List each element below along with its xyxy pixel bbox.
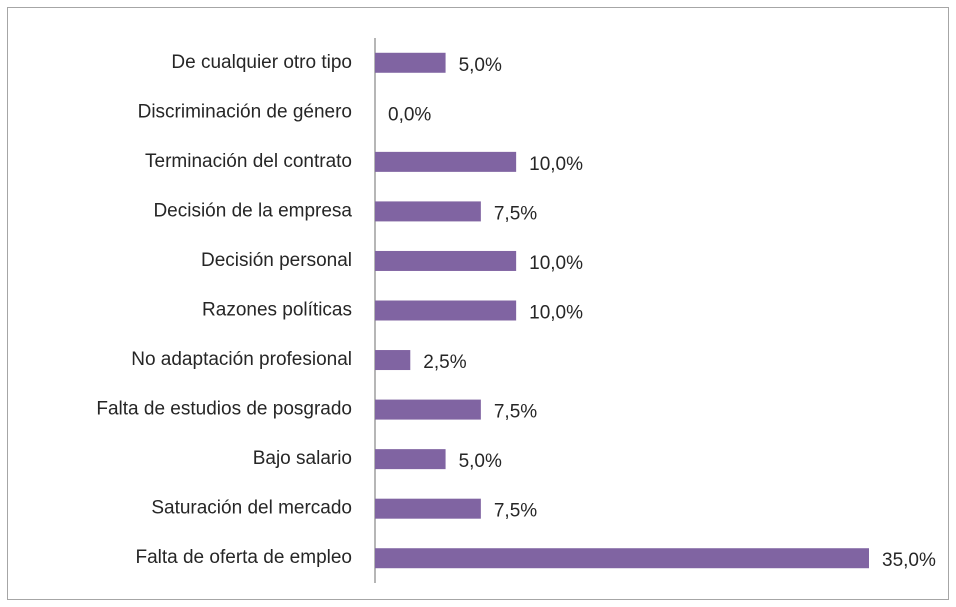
bar	[375, 250, 517, 271]
y-tick-label: No adaptación profesional	[131, 349, 352, 370]
y-tick-label: Bajo salario	[253, 448, 352, 469]
bar	[375, 151, 517, 172]
bar	[375, 201, 481, 222]
data-label: 5,0%	[459, 55, 502, 76]
data-label: 7,5%	[494, 402, 537, 423]
y-tick-label: Falta de estudios de posgrado	[96, 399, 352, 420]
y-tick-label: De cualquier otro tipo	[171, 52, 352, 73]
y-tick-label: Decisión de la empresa	[153, 200, 352, 221]
y-tick-label: Falta de oferta de empleo	[135, 547, 352, 568]
data-label: 35,0%	[882, 550, 936, 571]
bar	[375, 399, 481, 420]
data-label: 2,5%	[423, 352, 466, 373]
y-tick-label: Razones políticas	[202, 300, 352, 321]
data-label: 7,5%	[494, 203, 537, 224]
y-tick-label: Decisión personal	[201, 250, 352, 271]
bar	[375, 498, 481, 519]
data-label: 5,0%	[459, 451, 502, 472]
bar	[375, 52, 446, 73]
data-label: 10,0%	[529, 154, 583, 175]
data-label: 7,5%	[494, 501, 537, 522]
y-tick-label: Discriminación de género	[138, 101, 352, 122]
bar	[375, 300, 517, 321]
bar	[375, 350, 411, 371]
y-tick-label: Terminación del contrato	[145, 151, 352, 172]
bar	[375, 548, 869, 569]
y-tick-label: Saturación del mercado	[151, 498, 352, 519]
data-label: 10,0%	[529, 303, 583, 324]
bar	[375, 449, 446, 470]
data-label: 10,0%	[529, 253, 583, 274]
data-label: 0,0%	[388, 104, 431, 125]
